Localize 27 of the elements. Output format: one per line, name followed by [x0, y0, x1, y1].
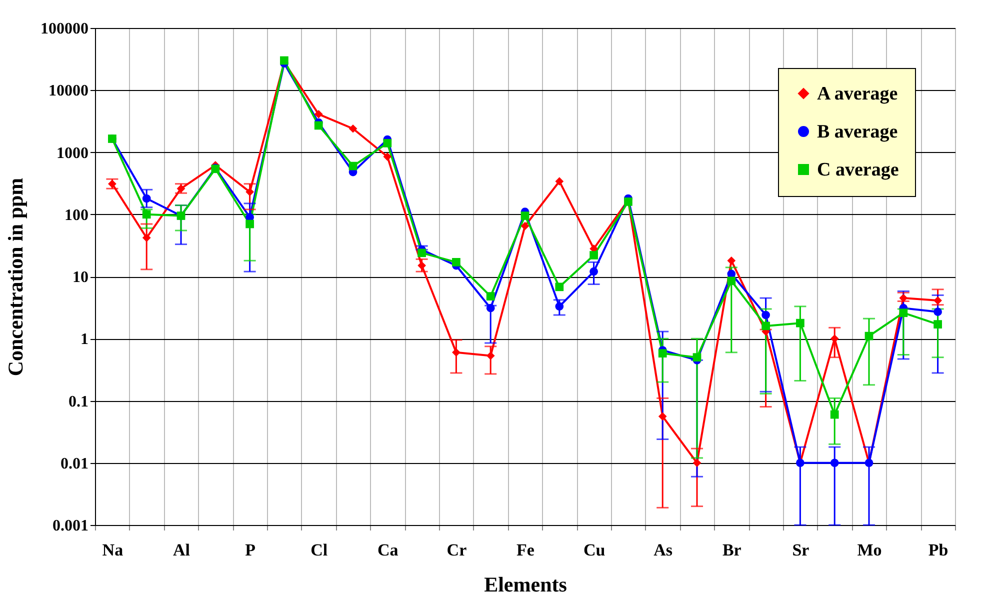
y-tick-label: 100 [64, 206, 88, 224]
x-tick-label: Cu [583, 540, 606, 560]
x-tick-label: Sr [792, 540, 810, 560]
x-axis-title: Elements [484, 572, 567, 595]
x-tick-label: P [245, 540, 256, 560]
y-tick-label: 100000 [40, 20, 88, 38]
x-tick-label: Na [102, 540, 124, 560]
x-tick-label: Al [173, 540, 190, 560]
y-tick-label: 0.1 [68, 393, 88, 410]
y-tick-label: 10 [72, 269, 88, 286]
x-tick-label: Ca [378, 540, 399, 560]
legend-label: B average [817, 122, 898, 142]
y-tick-label: 0.001 [52, 518, 88, 534]
x-tick-label: Pb [928, 540, 948, 560]
x-tick-label: Mo [857, 540, 882, 560]
y-axis-title: Concentration in ppm [4, 177, 28, 376]
legend-label: A average [817, 84, 898, 104]
x-tick-label: Cl [310, 540, 328, 560]
y-tick-label: 1000 [56, 144, 88, 162]
x-tick-label: Cr [446, 540, 468, 560]
y-tick-label: 1 [80, 331, 88, 348]
legend-label: C average [817, 160, 899, 180]
x-tick-label: Fe [516, 540, 535, 560]
y-tick-label: 10000 [48, 82, 88, 100]
x-tick-label: Br [722, 540, 742, 560]
x-tick-label: As [654, 540, 673, 560]
y-tick-label: 0.01 [60, 455, 88, 472]
